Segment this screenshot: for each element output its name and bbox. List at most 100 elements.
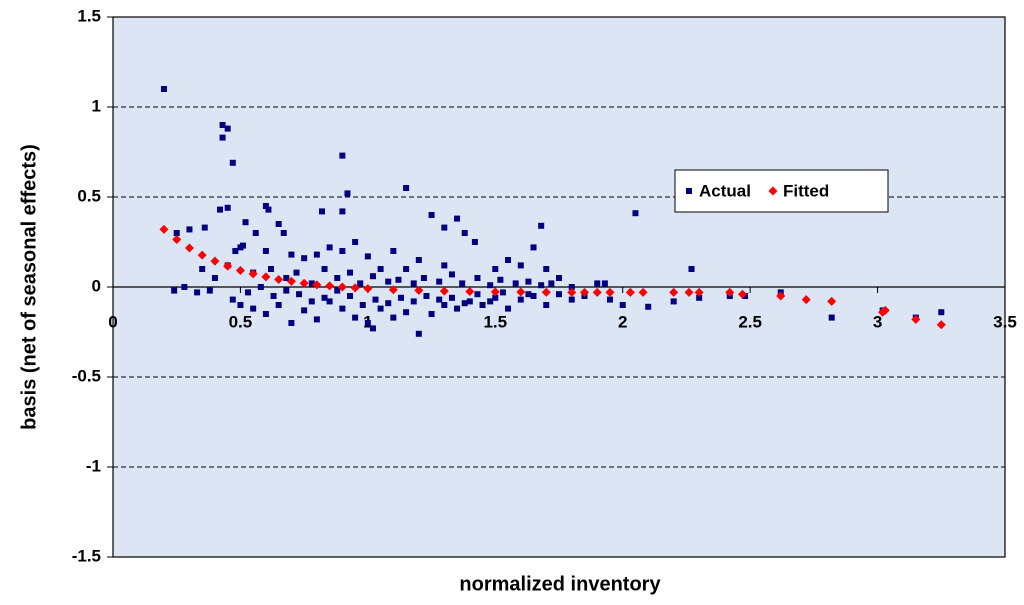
- fitted-point: [286, 276, 296, 286]
- actual-point: [352, 314, 359, 321]
- actual-point: [293, 269, 300, 276]
- actual-point: [461, 300, 468, 307]
- actual-point: [369, 325, 376, 332]
- actual-point: [441, 224, 448, 231]
- actual-point: [199, 266, 206, 272]
- actual-point: [194, 289, 201, 296]
- fitted-point: [439, 286, 449, 296]
- actual-point: [487, 298, 494, 305]
- actual-point: [232, 248, 239, 254]
- actual-point: [308, 280, 315, 287]
- actual-point: [454, 215, 461, 222]
- actual-point: [239, 242, 246, 249]
- fitted-point: [541, 287, 551, 297]
- actual-point: [252, 230, 259, 236]
- fitted-point: [694, 287, 704, 297]
- actual-point: [237, 302, 244, 308]
- actual-point: [420, 275, 427, 281]
- actual-point: [219, 122, 226, 128]
- actual-point: [369, 273, 376, 280]
- actual-point: [318, 208, 325, 215]
- actual-point: [372, 296, 379, 303]
- fitted-point: [567, 287, 577, 297]
- actual-point: [568, 296, 575, 303]
- actual-point: [265, 206, 272, 213]
- actual-point: [301, 255, 308, 262]
- fitted-point: [350, 283, 360, 293]
- actual-point: [275, 302, 282, 308]
- actual-point: [538, 222, 545, 229]
- fitted-point: [223, 261, 233, 271]
- actual-point: [283, 275, 290, 281]
- actual-point: [492, 266, 499, 272]
- actual-point: [344, 190, 351, 197]
- y-axis-title: basis (net of seasonal effects): [18, 144, 40, 430]
- actual-point: [441, 262, 448, 269]
- fitted-point: [312, 280, 322, 290]
- actual-point: [619, 302, 626, 308]
- y-tick-label: -0.5: [72, 366, 101, 385]
- actual-point: [321, 294, 328, 301]
- actual-point: [288, 320, 295, 326]
- actual-point: [403, 266, 410, 272]
- actual-point: [229, 296, 236, 303]
- fitted-point: [337, 282, 347, 292]
- actual-point: [594, 280, 601, 287]
- actual-point: [466, 298, 473, 305]
- actual-point: [556, 291, 562, 298]
- actual-point: [474, 275, 481, 281]
- actual-point: [415, 257, 422, 263]
- legend-box: [674, 169, 889, 213]
- fitted-point: [579, 287, 589, 297]
- fitted-point: [248, 269, 258, 279]
- legend-marker: [686, 188, 692, 194]
- fitted-point: [197, 250, 207, 260]
- fitted-point: [465, 287, 475, 296]
- actual-point: [283, 287, 290, 294]
- actual-point: [206, 287, 213, 294]
- actual-point: [410, 280, 417, 287]
- actual-point: [181, 284, 188, 290]
- actual-point: [352, 239, 359, 245]
- actual-point: [688, 266, 695, 272]
- fitted-point: [725, 287, 735, 297]
- actual-point: [268, 266, 275, 272]
- actual-point: [217, 206, 224, 213]
- actual-point: [525, 291, 532, 298]
- y-tick-label: 0: [92, 276, 101, 295]
- actual-point: [262, 203, 269, 209]
- actual-point: [326, 244, 333, 251]
- actual-point: [410, 298, 417, 305]
- actual-point: [436, 296, 443, 303]
- fitted-point: [737, 289, 747, 299]
- fitted-point: [827, 296, 837, 306]
- actual-point: [499, 289, 506, 296]
- actual-point: [828, 314, 835, 321]
- actual-point: [357, 280, 364, 287]
- actual-point: [250, 305, 257, 312]
- actual-point: [347, 293, 354, 299]
- actual-point: [280, 230, 287, 236]
- actual-point: [474, 291, 481, 298]
- fitted-point: [235, 265, 245, 275]
- actual-point: [385, 278, 392, 285]
- actual-point: [385, 300, 392, 307]
- actual-point: [441, 302, 448, 308]
- actual-point: [171, 287, 178, 294]
- fitted-point: [261, 272, 271, 282]
- fitted-point: [880, 305, 890, 315]
- actual-point: [347, 269, 354, 276]
- y-tick-label: 1: [92, 96, 101, 115]
- fitted-point: [592, 287, 602, 297]
- actual-point: [556, 275, 562, 281]
- y-tick-label: 0.5: [77, 186, 101, 205]
- actual-point: [270, 293, 277, 299]
- actual-point: [397, 294, 404, 301]
- fitted-point: [159, 224, 169, 234]
- actual-point: [377, 266, 384, 272]
- actual-point: [543, 302, 550, 308]
- x-axis-title: normalized inventory: [459, 573, 661, 595]
- fitted-point: [801, 295, 811, 305]
- actual-point: [459, 280, 466, 287]
- actual-point: [245, 289, 252, 296]
